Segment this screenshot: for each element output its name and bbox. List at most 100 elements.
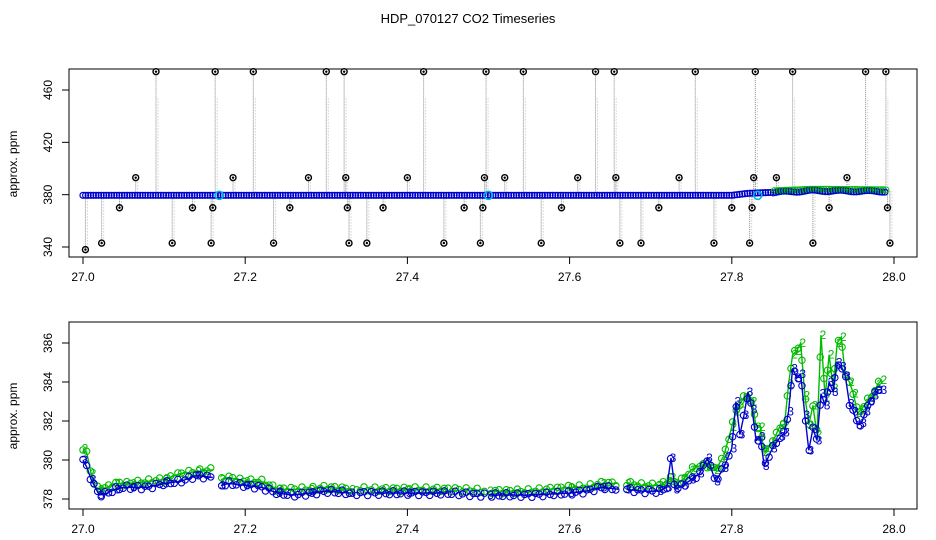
baseline-point [619, 191, 627, 199]
spike-point-center [791, 70, 794, 73]
baseline-point-green [843, 185, 851, 193]
series-point [462, 488, 470, 496]
bottom-axes: 27.0 27.2 27.4 27.6 27.8 28.0 378 380 382 384 386 [41, 333, 906, 536]
spike-point [501, 173, 509, 182]
series-marker: 3 [751, 402, 758, 416]
spike-point-center [484, 70, 488, 73]
series-marker: 3 [799, 367, 806, 381]
spike-point-center [522, 70, 525, 73]
baseline-point [569, 191, 578, 199]
baseline-point-green [869, 186, 877, 194]
baseline-point [377, 191, 386, 199]
spike-point-center [748, 241, 751, 245]
baseline-point [647, 191, 655, 199]
series-point [170, 474, 178, 482]
series-marker: 3 [852, 404, 859, 418]
baseline-point [681, 191, 689, 199]
baseline-point [94, 191, 103, 199]
spike-point-center [614, 176, 618, 179]
baseline-point [154, 191, 162, 199]
series-point [320, 487, 328, 496]
baseline-point [201, 191, 209, 199]
series-marker: 2 [860, 402, 867, 416]
spike-point [883, 204, 892, 212]
spike-point [574, 173, 582, 182]
baseline-point [206, 191, 214, 199]
spike-point-center [462, 206, 466, 209]
baseline-point [370, 191, 378, 199]
series-point [356, 488, 365, 497]
baseline-point [512, 191, 520, 199]
baseline-point [494, 191, 502, 199]
series-marker: 3 [880, 383, 887, 397]
baseline-point [590, 191, 598, 199]
baseline-point [533, 191, 541, 199]
series-point [571, 488, 580, 496]
series-marker: 3 [568, 486, 575, 500]
baseline-point [746, 189, 754, 197]
series-point [838, 365, 846, 373]
baseline-point-green [830, 185, 838, 193]
baseline-point [302, 191, 310, 199]
series-marker: 3 [722, 461, 729, 475]
baseline-point [193, 191, 201, 199]
series-point [371, 483, 379, 491]
baseline-point [245, 191, 253, 199]
spike-point-center [252, 70, 255, 73]
series-point [652, 489, 660, 497]
series-point [258, 475, 266, 484]
series-point [378, 485, 387, 493]
baseline-point [655, 191, 663, 199]
series-marker: 3 [487, 488, 494, 502]
series-point [276, 484, 284, 493]
spike-point [132, 173, 140, 182]
baseline-point-green [859, 186, 867, 194]
baseline-point [712, 191, 720, 199]
baseline-point [710, 191, 718, 199]
series-point [425, 487, 434, 495]
series-point [612, 486, 620, 494]
baseline-point [616, 191, 624, 199]
baseline-point [603, 191, 611, 199]
bottom-y-tick-label: 380 [41, 450, 55, 470]
series-point [801, 417, 810, 425]
series-point [108, 488, 116, 497]
spike-point-center [827, 206, 831, 209]
baseline-point [445, 191, 453, 199]
spike-point-center [481, 206, 485, 209]
series-marker: 3 [657, 484, 664, 498]
baseline-point [183, 191, 191, 199]
series-point [852, 416, 861, 425]
baseline-point-green [812, 185, 820, 193]
highlight-point [214, 190, 225, 201]
baseline-point [523, 191, 531, 199]
series-point [838, 343, 846, 351]
baseline-point [149, 191, 157, 199]
spike-point-center [712, 241, 716, 245]
baseline-point [424, 191, 432, 199]
baseline-point [562, 191, 570, 199]
spike-point [728, 204, 736, 212]
bottom-x-tick-label: 27.0 [71, 522, 95, 536]
series-point [338, 483, 346, 491]
baseline-point [136, 191, 144, 199]
series-marker: 3 [763, 459, 770, 473]
baseline-point [351, 191, 360, 199]
baseline-point [530, 191, 539, 199]
series-point [367, 487, 376, 496]
series-point [495, 492, 503, 500]
baseline-point [406, 191, 414, 199]
spike-point-center [442, 241, 446, 245]
series-point [469, 489, 478, 498]
baseline-point [421, 191, 430, 199]
series-marker: 3 [743, 408, 750, 422]
series-point [487, 493, 496, 501]
series-point [265, 481, 273, 489]
series-point [374, 487, 383, 496]
series-point [400, 483, 408, 492]
series-marker: 3 [783, 426, 790, 440]
series-point [805, 446, 814, 455]
baseline-point [229, 191, 238, 199]
baseline-point [403, 191, 411, 199]
baseline-point [588, 191, 596, 199]
